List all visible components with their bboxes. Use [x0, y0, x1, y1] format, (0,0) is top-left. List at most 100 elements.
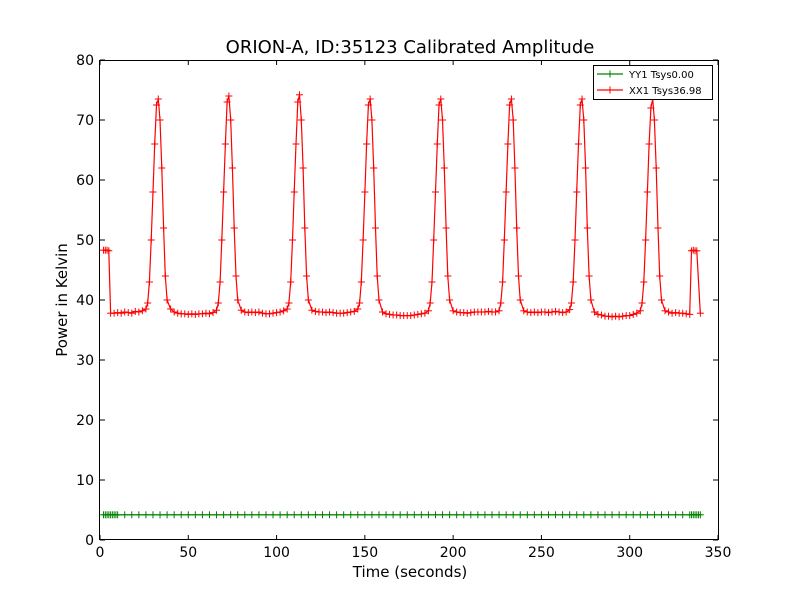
data-point — [142, 511, 150, 519]
data-point — [414, 310, 422, 318]
data-point — [357, 278, 365, 286]
data-point — [661, 307, 669, 315]
data-point — [467, 511, 475, 519]
data-point — [396, 511, 404, 519]
data-point — [500, 236, 508, 244]
data-point — [370, 164, 378, 172]
data-point — [297, 116, 305, 124]
data-point — [156, 116, 164, 124]
data-point — [484, 307, 492, 315]
data-point — [198, 310, 206, 318]
data-point — [495, 307, 503, 315]
x-tick-label: 150 — [351, 545, 378, 561]
x-tick-label: 250 — [528, 545, 555, 561]
data-point — [244, 309, 252, 317]
data-point — [643, 511, 651, 519]
ticks-layer: 0 50 100 150 200 250 300 350 0 10 20 30 40 50 60 70 80 — [76, 53, 731, 561]
data-point — [516, 511, 524, 519]
data-point — [326, 308, 334, 316]
data-point — [439, 116, 447, 124]
data-point — [163, 511, 171, 519]
data-point — [290, 511, 298, 519]
data-point — [170, 511, 178, 519]
data-point — [191, 310, 199, 318]
data-point — [421, 309, 429, 317]
data-point — [220, 188, 228, 196]
data-point — [594, 310, 602, 318]
legend-entry: YY1 Tsys0.00 — [597, 70, 694, 81]
data-point — [511, 164, 519, 172]
data-point — [481, 511, 489, 519]
data-point — [626, 312, 634, 320]
data-point — [214, 299, 222, 307]
data-point — [437, 95, 445, 103]
series-layer — [100, 91, 704, 519]
data-point — [375, 296, 383, 304]
data-point — [435, 101, 443, 109]
data-point — [234, 511, 242, 519]
data-point — [590, 308, 598, 316]
data-point — [444, 272, 452, 280]
data-point — [638, 299, 646, 307]
axes-frame — [99, 60, 719, 540]
legend: YY1 Tsys0.00 XX1 Tsys36.98 — [593, 65, 713, 100]
data-point — [523, 308, 531, 316]
data-point — [559, 511, 567, 519]
data-point — [177, 511, 185, 519]
data-point — [103, 246, 111, 254]
data-point — [544, 309, 552, 317]
data-point — [124, 309, 132, 317]
x-tick-label: 0 — [96, 545, 105, 561]
x-tick-label: 50 — [179, 545, 197, 561]
data-point — [114, 511, 122, 519]
data-point — [361, 511, 369, 519]
data-point — [559, 309, 567, 317]
x-tick-label: 100 — [263, 545, 290, 561]
legend-entry: XX1 Tsys36.98 — [597, 86, 702, 97]
data-point — [407, 312, 415, 320]
data-point — [636, 511, 644, 519]
data-point — [382, 511, 390, 519]
data-point — [622, 511, 630, 519]
data-point — [273, 309, 281, 317]
data-point — [643, 188, 651, 196]
data-point — [227, 116, 235, 124]
data-point — [304, 296, 312, 304]
data-point — [276, 308, 284, 316]
data-point — [668, 309, 676, 317]
data-point — [205, 310, 213, 318]
data-point — [218, 236, 226, 244]
data-point — [269, 309, 277, 317]
data-point — [340, 309, 348, 317]
data-point — [188, 310, 196, 318]
data-point — [417, 511, 425, 519]
data-point — [605, 312, 613, 320]
data-point — [679, 309, 687, 317]
data-point — [481, 308, 489, 316]
data-point — [191, 511, 199, 519]
data-point — [251, 309, 259, 317]
data-point — [389, 511, 397, 519]
data-point — [220, 511, 228, 519]
data-point — [640, 278, 648, 286]
data-point — [303, 272, 311, 280]
data-point — [174, 309, 182, 317]
legend-label: YY1 Tsys0.00 — [628, 70, 694, 81]
data-point — [499, 278, 507, 286]
data-point — [386, 310, 394, 318]
data-point — [527, 309, 535, 317]
data-point — [283, 305, 291, 313]
data-point — [530, 511, 538, 519]
data-point — [463, 309, 471, 317]
x-axis-label: Time (seconds) — [352, 563, 468, 581]
data-point — [308, 306, 316, 314]
data-point — [513, 224, 521, 232]
data-point — [453, 308, 461, 316]
data-point — [566, 306, 574, 314]
data-point — [373, 272, 381, 280]
data-point — [161, 272, 169, 280]
data-point — [585, 272, 593, 280]
data-point — [149, 188, 157, 196]
data-point — [287, 278, 295, 286]
